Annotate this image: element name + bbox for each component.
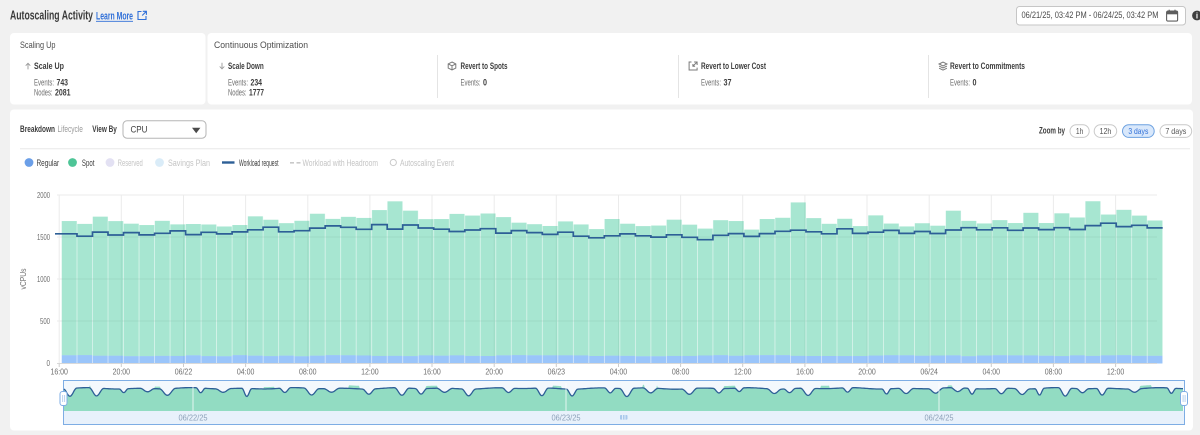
- svg-text:Events:: Events:: [228, 78, 248, 88]
- svg-text:2000: 2000: [37, 190, 50, 200]
- svg-text:234: 234: [251, 78, 263, 88]
- svg-text:Learn More: Learn More: [96, 10, 133, 22]
- svg-text:i: i: [1196, 11, 1198, 20]
- svg-text:Lifecycle: Lifecycle: [58, 124, 83, 134]
- svg-text:1000: 1000: [37, 274, 50, 284]
- svg-text:16:00: 16:00: [423, 367, 441, 377]
- svg-text:Savings Plan: Savings Plan: [168, 158, 210, 168]
- svg-text:12h: 12h: [1099, 126, 1111, 136]
- svg-text:16:00: 16:00: [50, 367, 68, 377]
- svg-text:Events:: Events:: [461, 78, 481, 88]
- svg-text:Autoscaling Activity: Autoscaling Activity: [10, 8, 94, 23]
- svg-text:View By: View By: [92, 124, 117, 134]
- svg-text:Revert to Commitments: Revert to Commitments: [950, 61, 1025, 71]
- svg-text:0: 0: [483, 78, 487, 88]
- svg-text:2081: 2081: [55, 88, 71, 98]
- svg-text:Continuous Optimization: Continuous Optimization: [214, 40, 308, 51]
- svg-text:08:00: 08:00: [672, 367, 690, 377]
- svg-text:Zoom by: Zoom by: [1039, 125, 1065, 135]
- svg-text:06/23/25: 06/23/25: [552, 412, 581, 422]
- svg-text:Events:: Events:: [701, 78, 721, 88]
- svg-text:Regular: Regular: [37, 158, 60, 168]
- svg-text:Nodes:: Nodes:: [228, 88, 247, 98]
- svg-text:Workload request: Workload request: [239, 158, 279, 168]
- svg-text:0: 0: [973, 78, 977, 88]
- svg-text:Revert to Lower Cost: Revert to Lower Cost: [701, 61, 766, 71]
- svg-text:06/21/25, 03:42 PM - 06/24/25,: 06/21/25, 03:42 PM - 06/24/25, 03:42 PM: [1022, 10, 1159, 20]
- svg-text:06/24: 06/24: [920, 367, 938, 377]
- svg-text:Spot: Spot: [82, 158, 95, 168]
- svg-text:06/23: 06/23: [548, 367, 566, 377]
- svg-text:04:00: 04:00: [237, 367, 255, 377]
- svg-text:Scale Down: Scale Down: [228, 61, 264, 71]
- svg-text:Breakdown: Breakdown: [20, 124, 55, 134]
- svg-text:0: 0: [47, 358, 51, 368]
- svg-text:37: 37: [724, 78, 732, 88]
- svg-text:Autoscaling Event: Autoscaling Event: [400, 158, 454, 168]
- svg-text:12:00: 12:00: [1107, 367, 1125, 377]
- svg-text:Events:: Events:: [34, 78, 54, 88]
- svg-text:Scale Up: Scale Up: [34, 61, 64, 71]
- svg-text:Workload with Headroom: Workload with Headroom: [303, 158, 379, 168]
- svg-text:04:00: 04:00: [610, 367, 628, 377]
- svg-text:12:00: 12:00: [734, 367, 752, 377]
- svg-text:Nodes:: Nodes:: [34, 88, 53, 98]
- svg-text:3 days: 3 days: [1128, 126, 1148, 136]
- svg-text:Revert to Spots: Revert to Spots: [461, 61, 508, 71]
- svg-text:06/22/25: 06/22/25: [179, 412, 208, 422]
- svg-text:04:00: 04:00: [983, 367, 1001, 377]
- svg-text:Reserved: Reserved: [118, 158, 143, 168]
- svg-text:1777: 1777: [249, 88, 264, 98]
- svg-text:08:00: 08:00: [1045, 367, 1063, 377]
- svg-text:CPU: CPU: [131, 125, 148, 135]
- svg-text:Scaling Up: Scaling Up: [20, 40, 56, 51]
- svg-text:20:00: 20:00: [485, 367, 503, 377]
- svg-text:500: 500: [40, 316, 50, 326]
- svg-text:16:00: 16:00: [796, 367, 814, 377]
- svg-text:06/24/25: 06/24/25: [925, 412, 954, 422]
- svg-text:Events:: Events:: [950, 78, 970, 88]
- svg-text:7 days: 7 days: [1165, 126, 1186, 136]
- svg-text:1500: 1500: [37, 232, 50, 242]
- svg-text:vCPUs: vCPUs: [18, 269, 28, 290]
- svg-text:12:00: 12:00: [361, 367, 379, 377]
- svg-text:1h: 1h: [1076, 126, 1084, 136]
- svg-text:06/22: 06/22: [175, 367, 193, 377]
- svg-text:743: 743: [57, 78, 69, 88]
- svg-text:08:00: 08:00: [299, 367, 317, 377]
- svg-text:20:00: 20:00: [858, 367, 876, 377]
- svg-text:20:00: 20:00: [113, 367, 131, 377]
